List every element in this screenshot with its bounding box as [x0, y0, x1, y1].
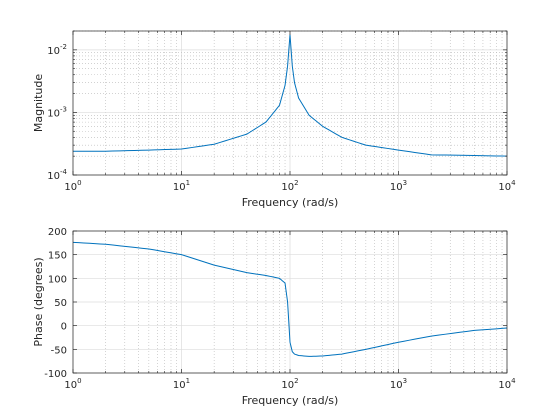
x-tick-label: 101 [173, 179, 190, 193]
y-tick-label: 50 [54, 298, 67, 309]
magnitude-tick-marks [72, 30, 508, 176]
phase-y-tick-labels: 200 150 100 50 0 -50 -100 [44, 227, 67, 380]
y-tick-label: 10-3 [47, 105, 67, 119]
x-tick-label: 100 [64, 377, 81, 391]
magnitude-x-tick-labels: 100 101 102 103 104 [64, 179, 516, 193]
phase-series-line [72, 241, 508, 357]
phase-x-tick-labels: 100 101 102 103 104 [64, 377, 516, 391]
x-tick-label: 101 [173, 377, 190, 391]
x-tick-label: 104 [498, 179, 516, 193]
magnitude-y-tick-labels: 10-2 10-3 10-4 [47, 43, 67, 182]
magnitude-series-line [73, 34, 508, 157]
y-tick-label: 10-2 [47, 43, 67, 57]
x-tick-label: 104 [498, 377, 516, 391]
y-tick-label: 150 [48, 251, 67, 262]
magnitude-x-axis-label: Frequency (rad/s) [242, 196, 339, 209]
x-tick-label: 102 [281, 377, 298, 391]
phase-tick-marks [72, 230, 508, 374]
magnitude-subplot: 100 101 102 103 104 10-2 10-3 10-4 Frequency (… [32, 30, 516, 209]
x-tick-label: 100 [64, 179, 81, 193]
x-tick-label: 103 [390, 377, 407, 391]
magnitude-y-axis-label: Magnitude [32, 74, 45, 133]
phase-y-axis-label: Phase (degrees) [32, 257, 45, 346]
y-tick-label: 100 [48, 274, 67, 285]
y-tick-label: 200 [48, 227, 67, 238]
x-tick-label: 102 [281, 179, 298, 193]
x-tick-label: 103 [390, 179, 407, 193]
y-tick-label: 10-4 [47, 168, 67, 182]
y-tick-label: -50 [51, 345, 67, 356]
phase-x-axis-label: Frequency (rad/s) [242, 394, 339, 407]
y-tick-label: -100 [44, 369, 67, 380]
phase-subplot: 100 101 102 103 104 200 150 100 50 0 -50 -100 Freq… [32, 227, 516, 407]
y-tick-label: 0 [61, 322, 67, 333]
